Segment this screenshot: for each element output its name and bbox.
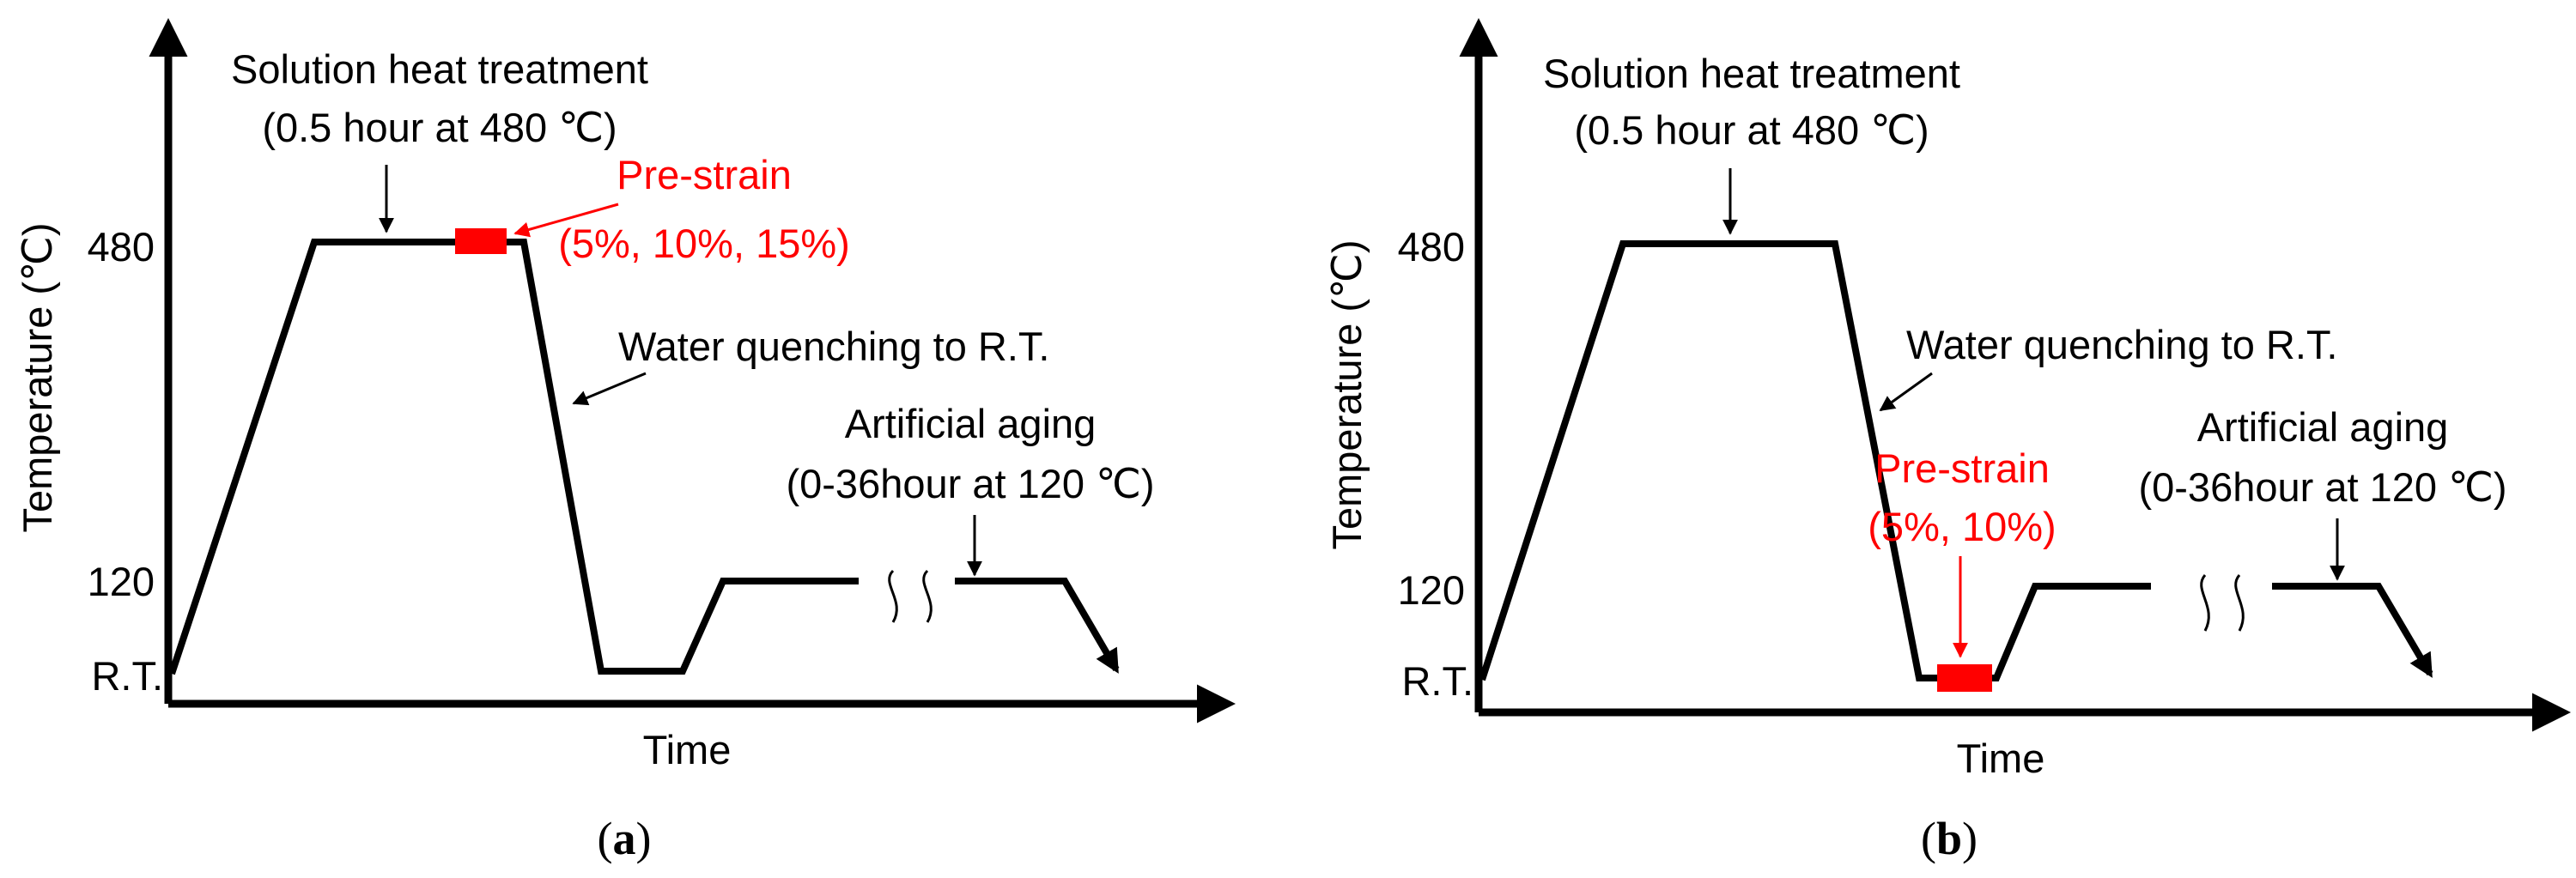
solution-detail: (0.5 hour at 480 ℃) xyxy=(1574,107,1929,153)
solution-title: Solution heat treatment xyxy=(231,46,648,92)
y-tick-rt: R.T. xyxy=(1401,658,1473,704)
prestrain-detail: (5%, 10%) xyxy=(1868,504,2056,549)
prestrain-arrow xyxy=(513,203,619,238)
solution-title: Solution heat treatment xyxy=(1543,51,1960,96)
prestrain-title: Pre-strain xyxy=(617,152,792,197)
panel-a: Temperature (℃) Time 480 120 R.T. Soluti… xyxy=(15,18,1236,864)
temperature-profile-cooling xyxy=(2272,583,2433,678)
y-tick-480: 480 xyxy=(1398,224,1465,269)
temperature-profile xyxy=(1479,240,2151,681)
aging-detail: (0-36hour at 120 ℃) xyxy=(2138,464,2506,510)
axis-break-mark xyxy=(888,569,898,623)
x-axis-label: Time xyxy=(643,727,732,772)
panel-caption: (a) xyxy=(598,813,652,864)
aging-title: Artificial aging xyxy=(845,401,1097,446)
y-tick-rt: R.T. xyxy=(91,653,163,699)
y-tick-120: 120 xyxy=(88,559,155,604)
prestrain-detail: (5%, 10%, 15%) xyxy=(558,221,850,266)
panel-b: Temperature (℃) Time 480 120 R.T. Soluti… xyxy=(1324,18,2571,864)
quench-label: Water quenching to R.T. xyxy=(618,324,1049,369)
y-axis-label: Temperature (℃) xyxy=(1324,240,1370,550)
prestrain-marker xyxy=(1937,664,1992,692)
temperature-profile xyxy=(168,239,859,675)
axis-break-mark xyxy=(2200,574,2210,632)
temperature-profile-cooling xyxy=(955,578,1120,674)
panel-caption: (b) xyxy=(1921,813,1978,864)
quench-label: Water quenching to R.T. xyxy=(1906,322,2337,367)
quench-arrow xyxy=(1879,372,1933,412)
y-tick-120: 120 xyxy=(1398,567,1465,613)
axis-break-mark xyxy=(2234,574,2245,632)
axis-break-mark xyxy=(922,569,933,623)
prestrain-marker xyxy=(455,228,507,254)
aging-detail: (0-36hour at 120 ℃) xyxy=(786,461,1154,506)
aging-title: Artificial aging xyxy=(2197,404,2449,450)
solution-detail: (0.5 hour at 480 ℃) xyxy=(262,105,617,150)
x-axis-label: Time xyxy=(1957,736,2045,781)
quench-arrow xyxy=(572,372,647,406)
y-axis-label: Temperature (℃) xyxy=(15,223,60,533)
prestrain-title: Pre-strain xyxy=(1874,445,2050,491)
y-tick-480: 480 xyxy=(88,224,155,269)
